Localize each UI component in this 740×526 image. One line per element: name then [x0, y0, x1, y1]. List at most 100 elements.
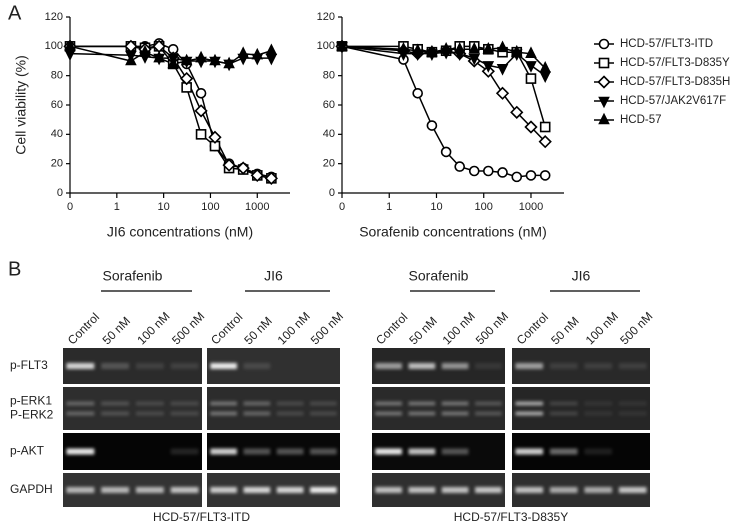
marker: [524, 120, 538, 134]
series-line: [341, 45, 546, 143]
marker: [454, 161, 466, 172]
band: [618, 487, 647, 493]
lane-label: 500 nM: [308, 309, 346, 347]
marker: [194, 104, 208, 118]
x-tick-label: 0: [67, 201, 73, 213]
marker: [180, 53, 193, 66]
x-tick-label: 100: [475, 201, 493, 213]
marker: [496, 40, 509, 53]
marker: [208, 130, 222, 144]
blot-background: [63, 387, 202, 430]
panel-label: A: [8, 2, 22, 24]
y-tick-label: 80: [51, 70, 63, 82]
marker: [139, 44, 151, 57]
band: [375, 401, 402, 406]
marker: [511, 171, 523, 183]
legend-label: HCD-57: [620, 114, 662, 126]
band: [584, 401, 613, 406]
legend-marker: [597, 75, 611, 89]
legend-label: HCD-57/FLT3-D835H: [620, 76, 730, 88]
lane-label: 500 nM: [473, 309, 511, 347]
row-label: p-AKT: [10, 444, 45, 458]
lane-label: 50 nM: [100, 314, 133, 347]
legend-label: HCD-57/FLT3-D835Y: [620, 57, 730, 69]
marker: [482, 41, 495, 54]
lane-label: Control: [373, 310, 410, 347]
marker: [426, 44, 438, 57]
row-label: p-FLT3: [10, 358, 48, 372]
band: [515, 487, 544, 493]
marker: [209, 53, 221, 66]
x-tick-label: 1000: [245, 201, 269, 213]
lane-label: 100 nM: [583, 309, 621, 347]
y-tick-label: 0: [57, 187, 63, 199]
band: [243, 487, 271, 493]
marker: [440, 146, 452, 158]
band: [243, 363, 271, 369]
row-label: GAPDH: [10, 482, 53, 496]
marker: [468, 165, 480, 177]
lane-label: Control: [514, 310, 551, 347]
marker: [397, 41, 410, 54]
marker: [482, 61, 495, 73]
band: [584, 411, 613, 416]
marker: [250, 168, 264, 183]
band: [549, 363, 578, 369]
band: [618, 411, 647, 416]
cell-line-label: HCD-57/FLT3-D835Y: [454, 510, 568, 524]
marker: [539, 170, 551, 181]
marker: [510, 105, 524, 119]
band: [515, 411, 544, 416]
band: [66, 411, 95, 416]
band: [515, 363, 544, 369]
band: [475, 363, 502, 369]
band: [408, 401, 436, 406]
treatment-label: JI6: [572, 268, 591, 284]
legend-label: HCD-57/JAK2V617F: [620, 95, 726, 107]
x-tick-label: 10: [158, 201, 170, 213]
y-tick-label: 20: [51, 158, 63, 170]
marker: [525, 73, 537, 84]
band: [243, 448, 271, 455]
marker: [440, 41, 452, 54]
y-tick-label: 100: [317, 40, 335, 52]
band: [101, 487, 130, 493]
band: [375, 363, 402, 369]
band: [441, 401, 469, 406]
row-label: P-ERK2: [10, 408, 54, 422]
band: [475, 401, 502, 406]
band: [66, 401, 95, 406]
marker: [265, 53, 278, 66]
band: [441, 363, 469, 369]
band: [276, 401, 304, 406]
lane-label: Control: [208, 310, 245, 347]
band: [170, 401, 199, 406]
marker: [167, 56, 179, 69]
marker: [236, 161, 250, 175]
band: [408, 487, 436, 493]
band: [66, 363, 95, 369]
marker: [125, 53, 137, 66]
band: [310, 487, 337, 493]
marker: [336, 39, 348, 51]
marker: [483, 165, 494, 177]
band: [101, 401, 130, 406]
band: [515, 401, 544, 406]
marker: [539, 61, 551, 73]
band: [549, 401, 578, 406]
x-axis-label: JI6 concentrations (nM): [107, 224, 253, 240]
y-tick-label: 60: [323, 99, 335, 111]
y-tick-label: 40: [51, 128, 63, 140]
band: [441, 448, 469, 455]
band: [375, 411, 402, 416]
band: [170, 363, 199, 369]
band: [441, 411, 469, 416]
band: [584, 448, 613, 455]
marker: [237, 46, 249, 58]
marker: [180, 71, 194, 86]
band: [170, 411, 199, 416]
band: [515, 448, 544, 455]
marker: [426, 120, 438, 131]
lane-label: 50 nM: [241, 314, 274, 347]
marker: [525, 46, 537, 58]
